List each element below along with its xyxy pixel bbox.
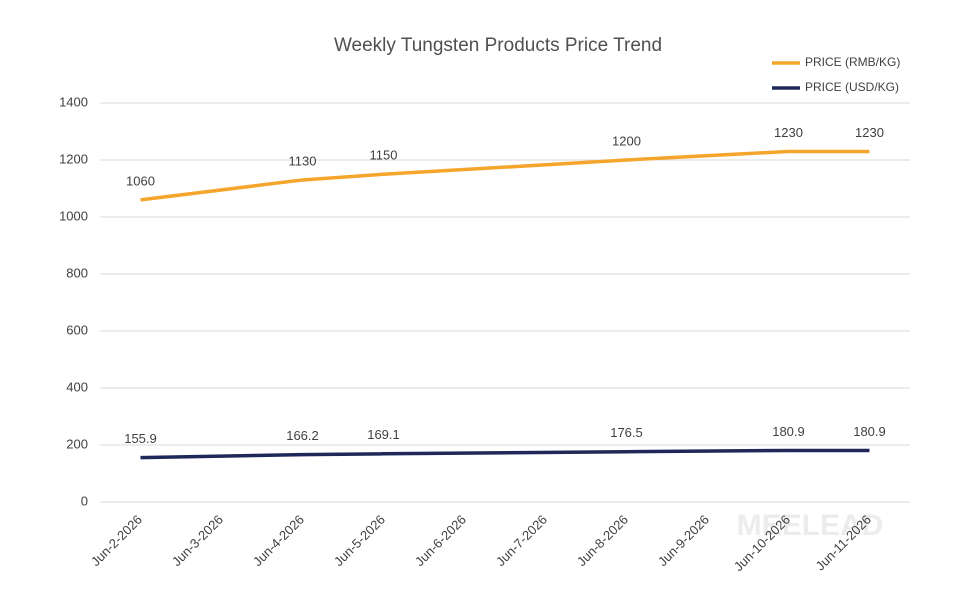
data-label: 1060 bbox=[126, 173, 155, 188]
x-tick-label: Jun-2-2026 bbox=[88, 512, 145, 569]
watermark: MEELEAD bbox=[737, 509, 884, 542]
data-label: 1230 bbox=[855, 125, 884, 140]
y-tick-label: 0 bbox=[81, 493, 88, 508]
legend-label: PRICE (RMB/KG) bbox=[805, 55, 900, 69]
x-tick-label: Jun-6-2026 bbox=[412, 512, 469, 569]
series-line bbox=[140, 448, 870, 460]
data-label: 155.9 bbox=[124, 431, 157, 446]
data-label: 1130 bbox=[289, 153, 317, 168]
x-tick-label: Jun-7-2026 bbox=[493, 512, 550, 569]
y-tick-label: 600 bbox=[66, 322, 88, 337]
data-label: 166.2 bbox=[286, 428, 319, 443]
data-label: 1150 bbox=[370, 148, 398, 163]
data-label: 169.1 bbox=[367, 427, 400, 442]
data-label: 1200 bbox=[612, 133, 641, 148]
data-label: 1230 bbox=[774, 125, 803, 140]
x-tick-label: Jun-5-2026 bbox=[331, 512, 388, 569]
x-tick-label: Jun-3-2026 bbox=[169, 512, 226, 569]
y-tick-label: 200 bbox=[66, 436, 88, 451]
y-tick-label: 1200 bbox=[59, 151, 88, 166]
chart-title: Weekly Tungsten Products Price Trend bbox=[334, 35, 662, 56]
series-line bbox=[140, 149, 870, 202]
x-tick-label: Jun-4-2026 bbox=[250, 512, 307, 569]
y-tick-label: 1000 bbox=[59, 208, 88, 223]
legend-label: PRICE (USD/KG) bbox=[805, 80, 899, 94]
y-tick-label: 400 bbox=[66, 379, 88, 394]
x-tick-label: Jun-8-2026 bbox=[574, 512, 631, 569]
y-tick-label: 800 bbox=[66, 265, 88, 280]
data-label: 176.5 bbox=[610, 425, 643, 440]
x-tick-label: Jun-9-2026 bbox=[655, 512, 712, 569]
y-tick-label: 1400 bbox=[59, 94, 88, 109]
data-label: 180.9 bbox=[772, 424, 805, 439]
data-label: 180.9 bbox=[853, 424, 886, 439]
